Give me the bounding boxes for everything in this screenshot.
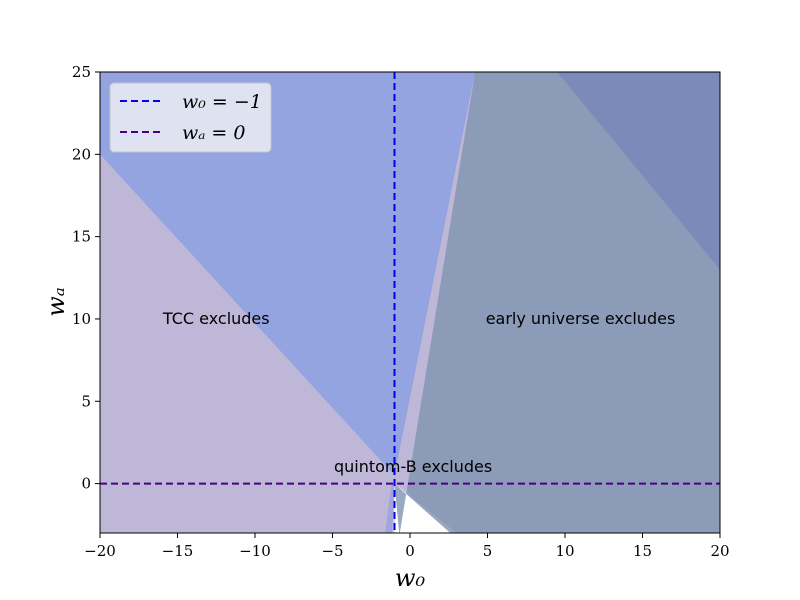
plot-area [99, 71, 721, 534]
legend-box [109, 82, 272, 153]
x-tick-label: 10 [555, 542, 574, 560]
x-tick-label: 5 [483, 542, 493, 560]
reference-lines [100, 72, 720, 533]
legend: w₀ = −1 wₐ = 0 [109, 82, 272, 153]
x-tick-label: −15 [162, 542, 194, 560]
y-tick-label: 20 [72, 145, 91, 163]
y-tick-label: 25 [72, 63, 91, 81]
annotation-quintom-b-excludes: quintom-B excludes [334, 457, 492, 476]
annotations: TCC excludes early universe excludes qui… [162, 309, 675, 476]
x-tick-label: 20 [710, 542, 729, 560]
annotation-tcc-excludes: TCC excludes [162, 309, 270, 328]
region-narrow-band [385, 483, 395, 533]
x-tick-label: 15 [633, 542, 652, 560]
y-axis-ticks: 0 5 10 15 20 25 [72, 63, 100, 493]
region-early [394, 72, 720, 533]
x-tick-label: −20 [84, 542, 116, 560]
annotation-early-universe-excludes: early universe excludes [486, 309, 676, 328]
y-tick-label: 5 [81, 392, 91, 410]
legend-label-wa: wₐ = 0 [182, 122, 246, 144]
region-upper-right [557, 72, 720, 270]
x-axis-label: w₀ [395, 564, 426, 592]
y-tick-label: 15 [72, 228, 91, 246]
legend-label-w0: w₀ = −1 [182, 91, 262, 113]
y-axis-label: wₐ [42, 287, 70, 317]
y-tick-label: 10 [72, 310, 91, 328]
shaded-regions [100, 72, 720, 533]
x-tick-label: 0 [405, 542, 415, 560]
region-band [100, 72, 476, 476]
x-axis-ticks: −20 −15 −10 −5 0 5 10 15 20 [84, 533, 730, 560]
x-tick-label: −10 [239, 542, 271, 560]
y-tick-label: 0 [81, 475, 91, 493]
x-tick-label: −5 [321, 542, 343, 560]
